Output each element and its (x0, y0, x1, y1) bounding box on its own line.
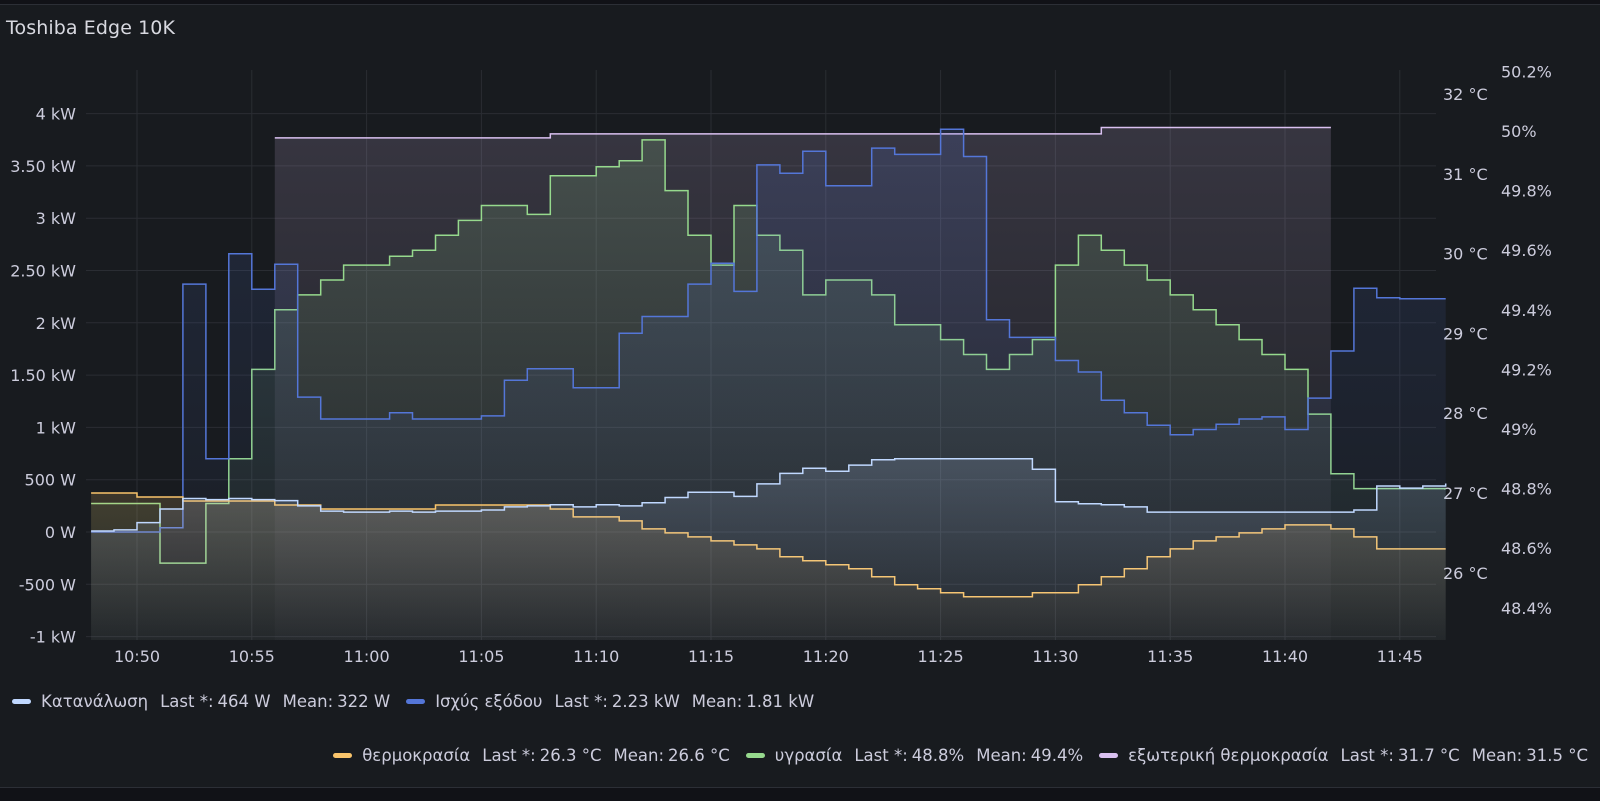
y-tick-label-power: 1 kW (36, 418, 77, 437)
legend-name: Ισχύς εξόδου (435, 692, 543, 711)
x-tick-label: 11:05 (458, 647, 504, 666)
legend-last-value: 31.7 °C (1397, 746, 1460, 765)
y-tick-label-humidity: 49% (1501, 420, 1537, 439)
series-area-0 (91, 458, 1446, 640)
y-tick-label-power: 500 W (25, 471, 77, 490)
legend-mean-label: Mean: (691, 692, 743, 711)
legend-swatch-consumption (12, 699, 31, 704)
legend-last-value: 2.23 kW (611, 692, 680, 711)
legend-swatch-output-power (406, 699, 426, 704)
legend-item-consumption[interactable]: Κατανάλωση Last *: 464 W Mean: 322 W (12, 692, 390, 711)
y-tick-label-temperature: 32 °C (1443, 85, 1488, 104)
legend-last-value: 48.8% (911, 746, 965, 765)
legend-item-temperature[interactable]: θερμοκρασία Last *: 26.3 °C Mean: 26.6 °… (333, 746, 730, 765)
y-tick-label-power: 3.50 kW (10, 157, 76, 176)
y-tick-label-humidity: 48.4% (1501, 599, 1552, 618)
y-tick-label-humidity: 48.8% (1501, 480, 1552, 499)
legend-name: εξωτερική θερμοκρασία (1128, 746, 1329, 765)
y-tick-label-humidity: 49.8% (1501, 182, 1552, 201)
x-tick-label: 11:45 (1377, 647, 1423, 666)
y-tick-label-power: 4 kW (36, 105, 77, 124)
legend-mean-value: 1.81 kW (746, 692, 815, 711)
x-tick-label: 11:25 (918, 647, 964, 666)
x-tick-label: 11:20 (803, 647, 849, 666)
y-tick-label-temperature: 28 °C (1443, 404, 1488, 423)
series-line-4 (274, 126, 1331, 139)
x-tick-label: 11:00 (344, 647, 390, 666)
legend-mean-value: 322 W (337, 692, 391, 711)
legend-mean-label: Mean: (282, 692, 334, 711)
y-tick-label-humidity: 48.6% (1501, 539, 1552, 558)
legend-mean-value: 31.5 °C (1526, 746, 1588, 765)
x-tick-label: 10:55 (229, 647, 275, 666)
legend-last-value: 464 W (217, 692, 271, 711)
legend-mean-label: Mean: (1471, 746, 1523, 765)
legend-item-output-power[interactable]: Ισχύς εξόδου Last *: 2.23 kW Mean: 1.81 … (406, 692, 814, 711)
y-tick-label-power: 2.50 kW (10, 262, 76, 281)
legend-mean-label: Mean: (976, 746, 1027, 765)
legend-swatch-humidity (745, 753, 765, 758)
y-tick-label-temperature: 29 °C (1443, 324, 1488, 343)
legend-last-label: Last *: (160, 692, 214, 711)
y-tick-label-power: 2 kW (36, 314, 77, 333)
legend-name: υγρασία (774, 746, 843, 765)
legend-row-1: Κατανάλωση Last *: 464 W Mean: 322 W Ισχ… (12, 692, 814, 711)
legend-name: θερμοκρασία (362, 746, 471, 765)
y-tick-label-temperature: 30 °C (1443, 245, 1488, 264)
y-tick-label-power: -500 W (19, 575, 76, 594)
x-tick-label: 11:10 (573, 647, 619, 666)
legend-swatch-temperature (333, 753, 353, 758)
y-tick-label-power: 1.50 kW (10, 366, 76, 385)
legend-swatch-outdoor-temperature (1099, 753, 1119, 758)
y-tick-label-temperature: 26 °C (1443, 564, 1488, 583)
legend-item-outdoor-temperature[interactable]: εξωτερική θερμοκρασία Last *: 31.7 °C Me… (1099, 746, 1588, 765)
y-tick-label-power: 0 W (45, 523, 76, 542)
panel-title[interactable]: Toshiba Edge 10K (6, 17, 176, 39)
y-tick-label-temperature: 31 °C (1443, 165, 1488, 184)
legend-name: Κατανάλωση (41, 692, 149, 711)
legend-last-label: Last *: (482, 746, 536, 765)
legend-mean-label: Mean: (613, 746, 664, 765)
series-line-0 (91, 458, 1447, 532)
y-tick-label-temperature: 27 °C (1443, 484, 1488, 503)
x-tick-label: 11:30 (1032, 647, 1078, 666)
x-tick-label: 11:15 (688, 647, 734, 666)
x-tick-label: 11:35 (1147, 647, 1193, 666)
y-tick-label-humidity: 49.6% (1501, 241, 1552, 260)
legend-last-label: Last *: (854, 746, 908, 765)
y-tick-label-power: -1 kW (30, 628, 76, 647)
legend-last-label: Last *: (1340, 746, 1394, 765)
legend-last-label: Last *: (554, 692, 608, 711)
y-tick-label-humidity: 49.4% (1501, 301, 1552, 320)
series-line-1 (91, 128, 1446, 533)
legend-mean-value: 49.4% (1030, 746, 1084, 765)
legend-row-2: θερμοκρασία Last *: 26.3 °C Mean: 26.6 °… (333, 746, 1588, 765)
legend-mean-value: 26.6 °C (668, 746, 730, 765)
x-tick-label: 11:40 (1262, 647, 1308, 666)
y-tick-label-humidity: 50.2% (1501, 62, 1552, 81)
y-tick-label-power: 3 kW (36, 209, 77, 228)
legend-item-humidity[interactable]: υγρασία Last *: 48.8% Mean: 49.4% (745, 746, 1084, 765)
x-tick-label: 10:50 (114, 647, 160, 666)
legend-last-value: 26.3 °C (539, 746, 602, 765)
y-tick-label-humidity: 50% (1501, 122, 1537, 141)
y-tick-label-humidity: 49.2% (1501, 360, 1552, 379)
